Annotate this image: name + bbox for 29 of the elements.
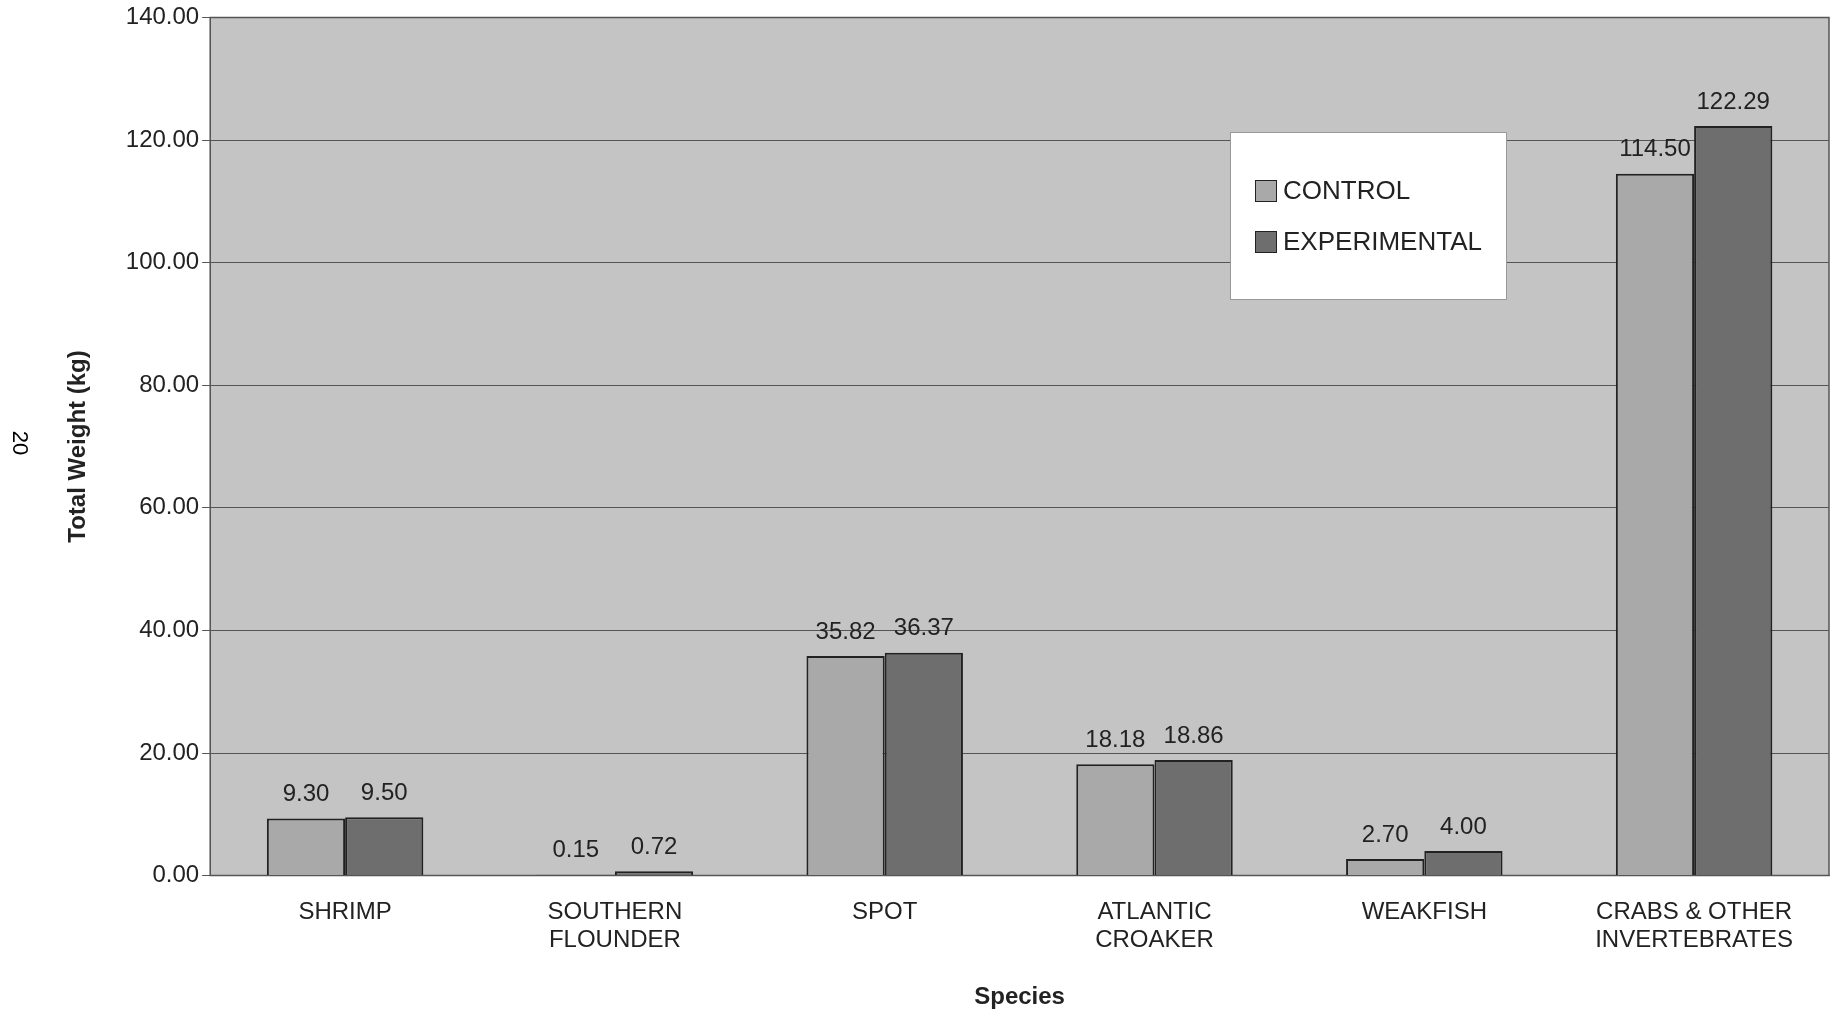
y-tick-label: 0.00	[152, 860, 200, 888]
data-label: 114.50	[1619, 134, 1691, 162]
x-tick-label: WEAKFISH	[1361, 896, 1487, 924]
data-label: 4.00	[1440, 811, 1487, 839]
y-tick-label: 60.00	[139, 492, 200, 520]
legend-label: CONTROL	[1283, 175, 1411, 207]
y-tick-label: 40.00	[139, 615, 200, 643]
data-label: 2.70	[1361, 819, 1409, 847]
data-label: 0.72	[630, 831, 678, 859]
text: 20	[7, 430, 34, 456]
data-label: 18.86	[1163, 720, 1224, 748]
data-label: 122.29	[1696, 86, 1770, 114]
data-label: 9.30	[282, 779, 330, 807]
x-axis-title: Species	[974, 982, 1065, 1010]
x-tick-label: SPOT	[852, 896, 918, 924]
y-axis-title: Total Weight (kg)	[63, 350, 91, 543]
x-tick-label: ATLANTIC CROAKER	[1095, 896, 1214, 953]
data-label: 9.50	[360, 777, 408, 805]
y-tick-label: 80.00	[139, 369, 200, 397]
data-label: 0.15	[552, 835, 600, 863]
y-tick-label: 20.00	[139, 737, 200, 765]
y-tick-label: 100.00	[125, 247, 200, 275]
y-tick-label: 120.00	[125, 124, 200, 152]
y-tick-label: 140.00	[125, 2, 200, 30]
data-label: 18.18	[1085, 724, 1146, 752]
x-tick-label: CRABS & OTHER INVERTEBRATES	[1595, 896, 1794, 953]
x-tick-label: SOUTHERN FLOUNDER	[547, 896, 683, 953]
x-tick-label: SHRIMP	[298, 896, 392, 924]
legend-label: EXPERIMENTAL	[1283, 226, 1482, 258]
